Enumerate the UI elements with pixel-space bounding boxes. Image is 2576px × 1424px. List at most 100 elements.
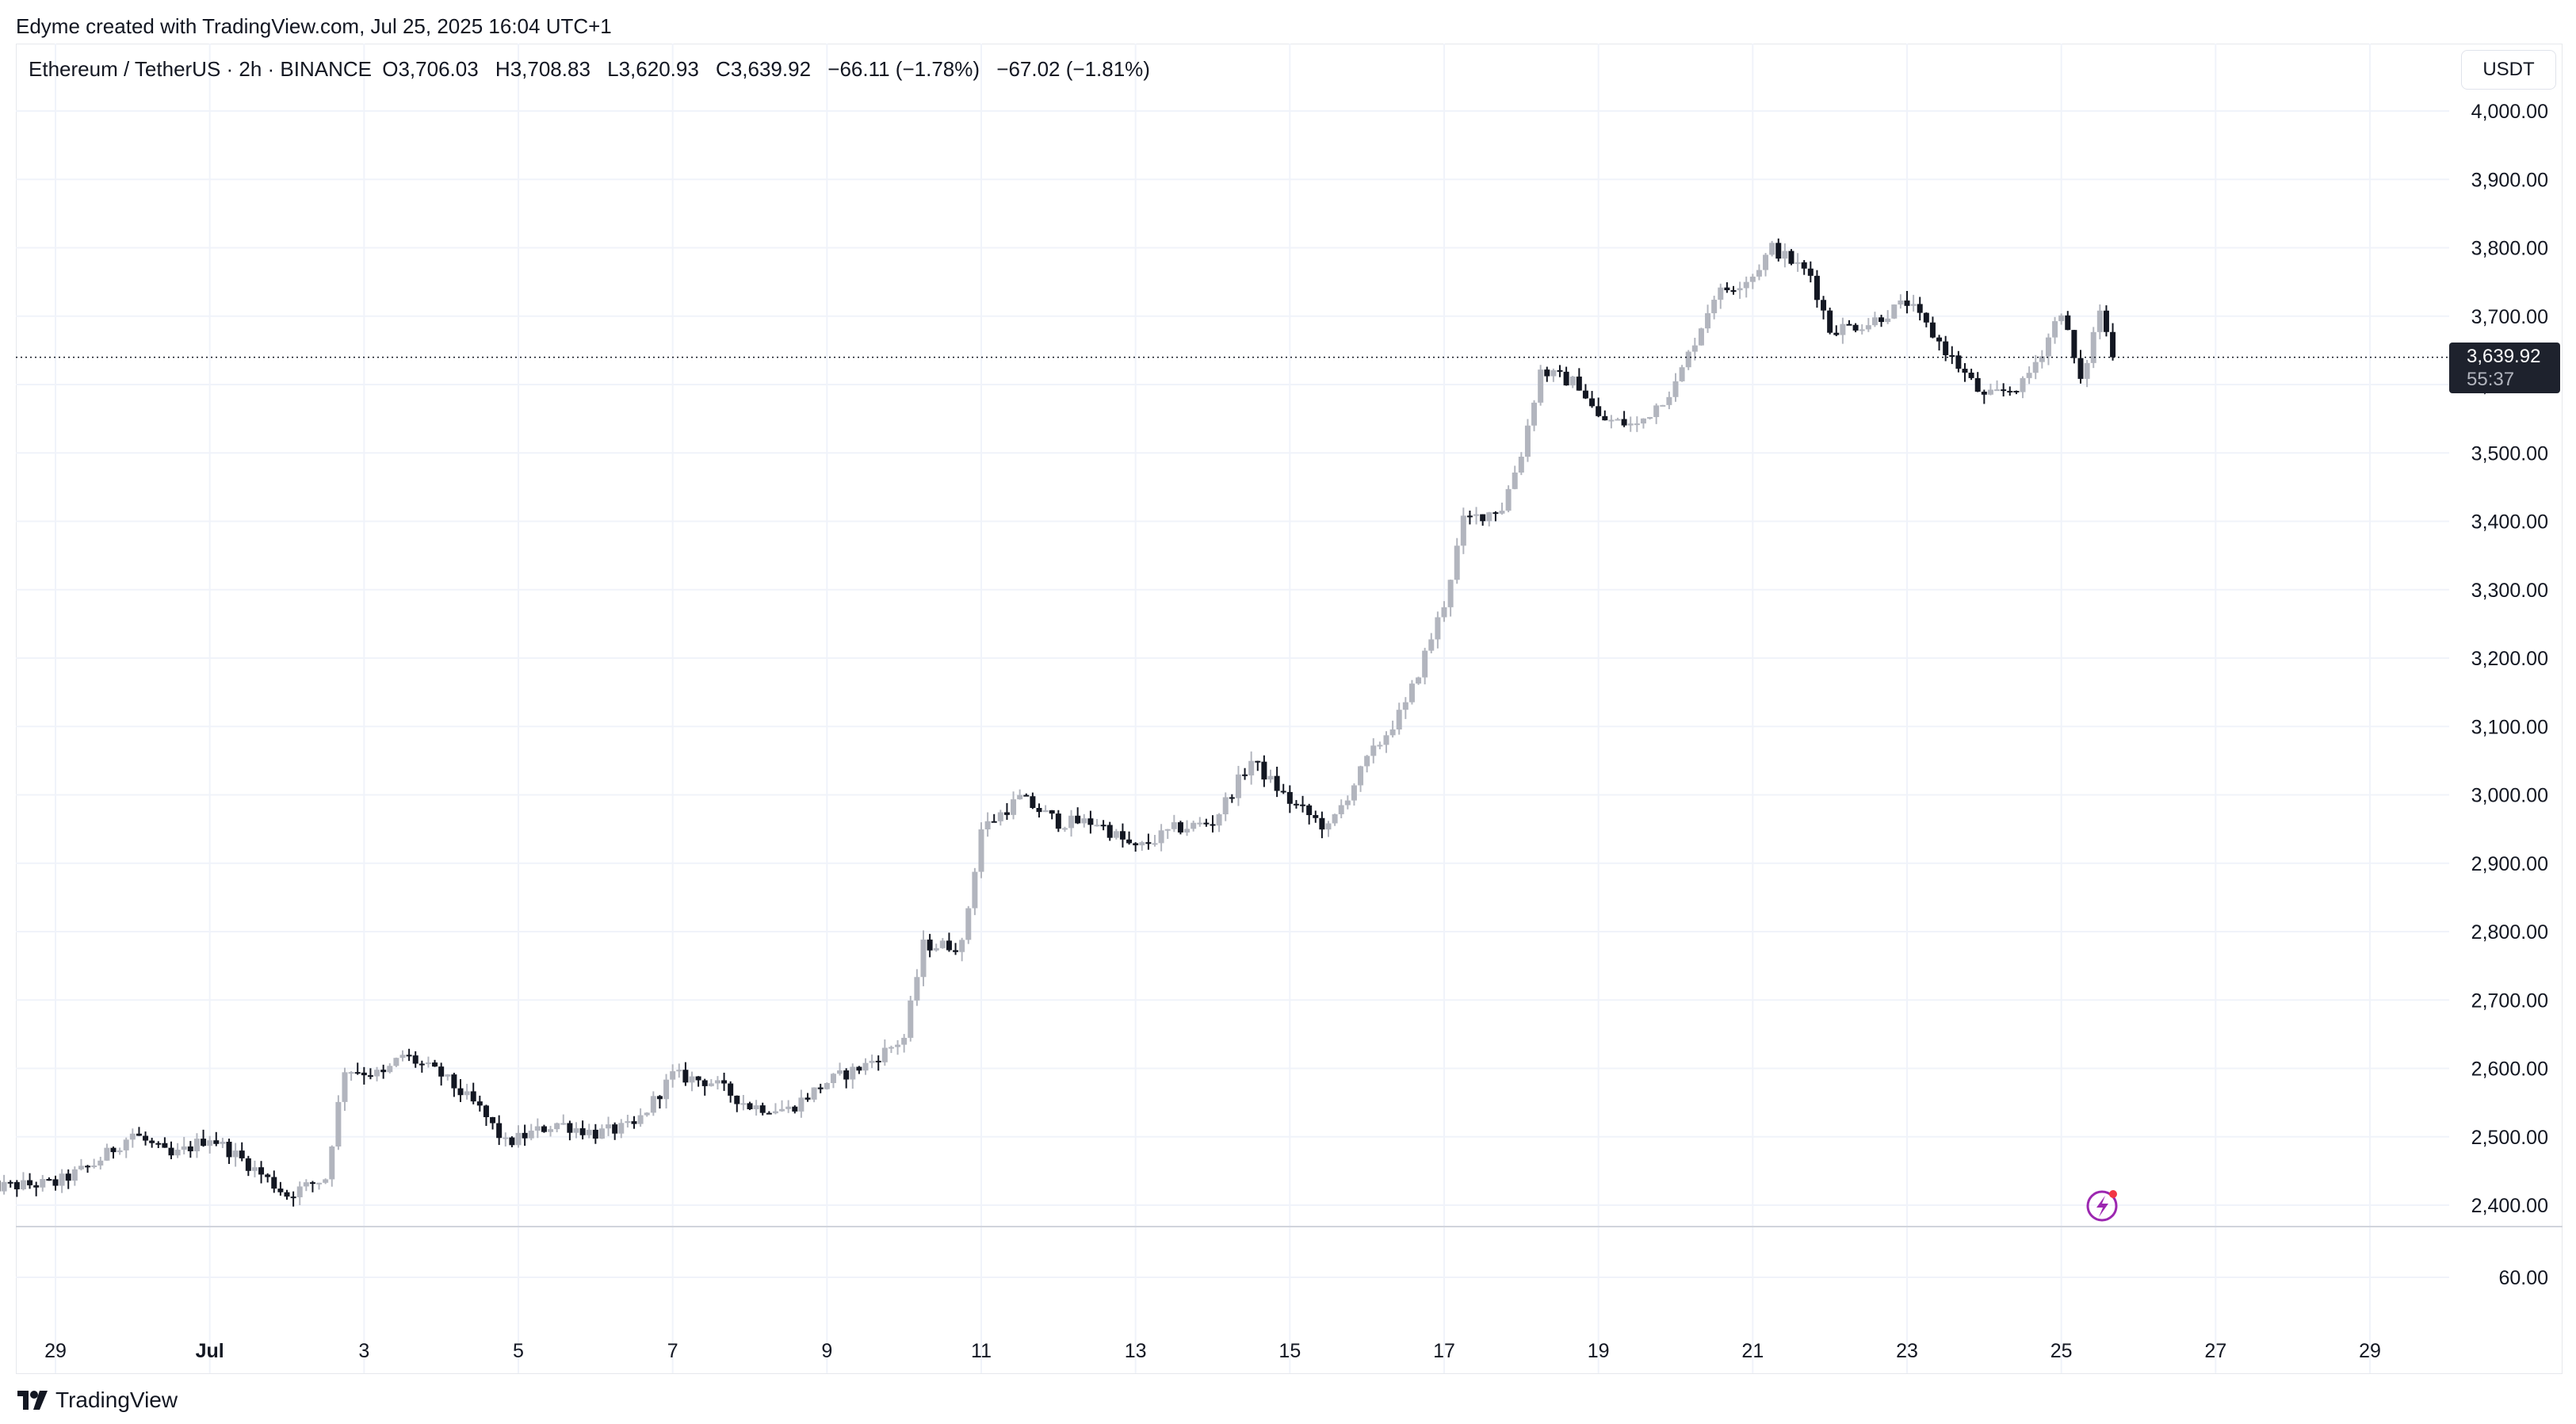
candle [496,1115,503,1146]
candle [1408,679,1415,705]
candle [1332,813,1338,826]
candle-body [143,1135,149,1141]
candle-body [387,1066,393,1073]
candle-body [965,908,972,940]
candle [1197,817,1203,827]
candle-body [342,1072,348,1102]
candle [316,1182,323,1190]
candle-body [1364,756,1370,767]
candle-body [1383,735,1389,745]
candle [323,1178,329,1185]
candle [1833,325,1840,337]
candle-body [348,1072,354,1074]
candle-body [869,1060,875,1063]
candle-body [1647,417,1653,419]
candle-body [515,1132,522,1146]
candle [1370,738,1377,764]
price-tick-label: 3,000.00 [2471,785,2548,807]
candle-body [779,1108,785,1112]
tradingview-logo[interactable]: TradingView [16,1388,178,1413]
candle [1769,240,1775,257]
price-tick-label: 3,300.00 [2471,580,2548,602]
candle [1782,243,1788,268]
candle-body [1621,419,1627,426]
candle-body [1505,488,1512,511]
candle [914,969,920,1006]
candle-body [837,1070,843,1074]
candle [503,1132,509,1146]
candle [1422,648,1428,685]
candle [1119,823,1126,848]
candle-body [1852,324,1859,331]
symbol-legend: Ethereum / TetherUS · 2h · BINANCE O3,70… [29,57,1161,82]
candle-body [1814,275,1820,300]
candle-body [303,1182,309,1187]
candle [1518,452,1524,476]
high-value: H3,708.83 [495,57,590,81]
candle [1428,633,1435,654]
candle [759,1102,766,1116]
candle [554,1122,560,1133]
candle [1011,791,1017,820]
time-tick-label: 15 [1278,1340,1301,1362]
candle-body [464,1091,470,1096]
candle [1576,368,1582,391]
candle [387,1063,393,1074]
candle [1814,270,1820,308]
lightning-icon[interactable] [2086,1190,2118,1222]
tradingview-logo-icon [17,1391,48,1410]
candle-body [991,821,997,823]
candle [1596,397,1602,418]
candle-body [78,1166,84,1169]
candle-body [875,1060,881,1062]
candle [46,1177,52,1181]
price-tick-label: 3,200.00 [2471,648,2548,670]
candle-body [817,1087,824,1089]
candle-body [296,1186,303,1198]
candle [2020,376,2026,399]
candle [959,937,965,962]
candle [978,822,984,879]
pane-separator [16,1226,2563,1278]
candle [637,1108,644,1127]
candle-body [1171,822,1177,829]
candle-body [1962,369,1968,373]
candle-body [1030,796,1036,809]
candle [1807,261,1814,283]
candle-body [1087,818,1094,825]
candle [1615,417,1621,421]
candle [27,1173,33,1189]
candle [464,1083,470,1100]
candle [515,1125,522,1148]
candle [965,905,972,944]
candle [1036,803,1042,818]
candle-body [1280,790,1286,793]
candle [1229,794,1235,803]
candle-body [637,1115,644,1124]
candle [399,1050,406,1062]
candle-body [258,1167,265,1175]
candle [1492,511,1499,522]
candle [753,1100,759,1116]
candle [1910,294,1917,312]
candle [939,938,946,949]
candle [1402,697,1408,719]
candle-body [650,1096,656,1113]
candle [1145,833,1152,850]
candle [824,1082,830,1090]
currency-button[interactable]: USDT [2461,50,2556,90]
candle [110,1146,117,1159]
candle-body [213,1140,220,1144]
candle [1152,835,1158,847]
candle [380,1064,387,1079]
candle-body [1447,580,1454,607]
candle [1248,751,1255,785]
candle [856,1066,862,1074]
candle [1030,792,1036,810]
symbol-name[interactable]: Ethereum / TetherUS · 2h · BINANCE [29,57,373,81]
candle [290,1191,296,1207]
candle [991,813,997,823]
candle [598,1124,605,1139]
candle-body [1061,828,1068,830]
